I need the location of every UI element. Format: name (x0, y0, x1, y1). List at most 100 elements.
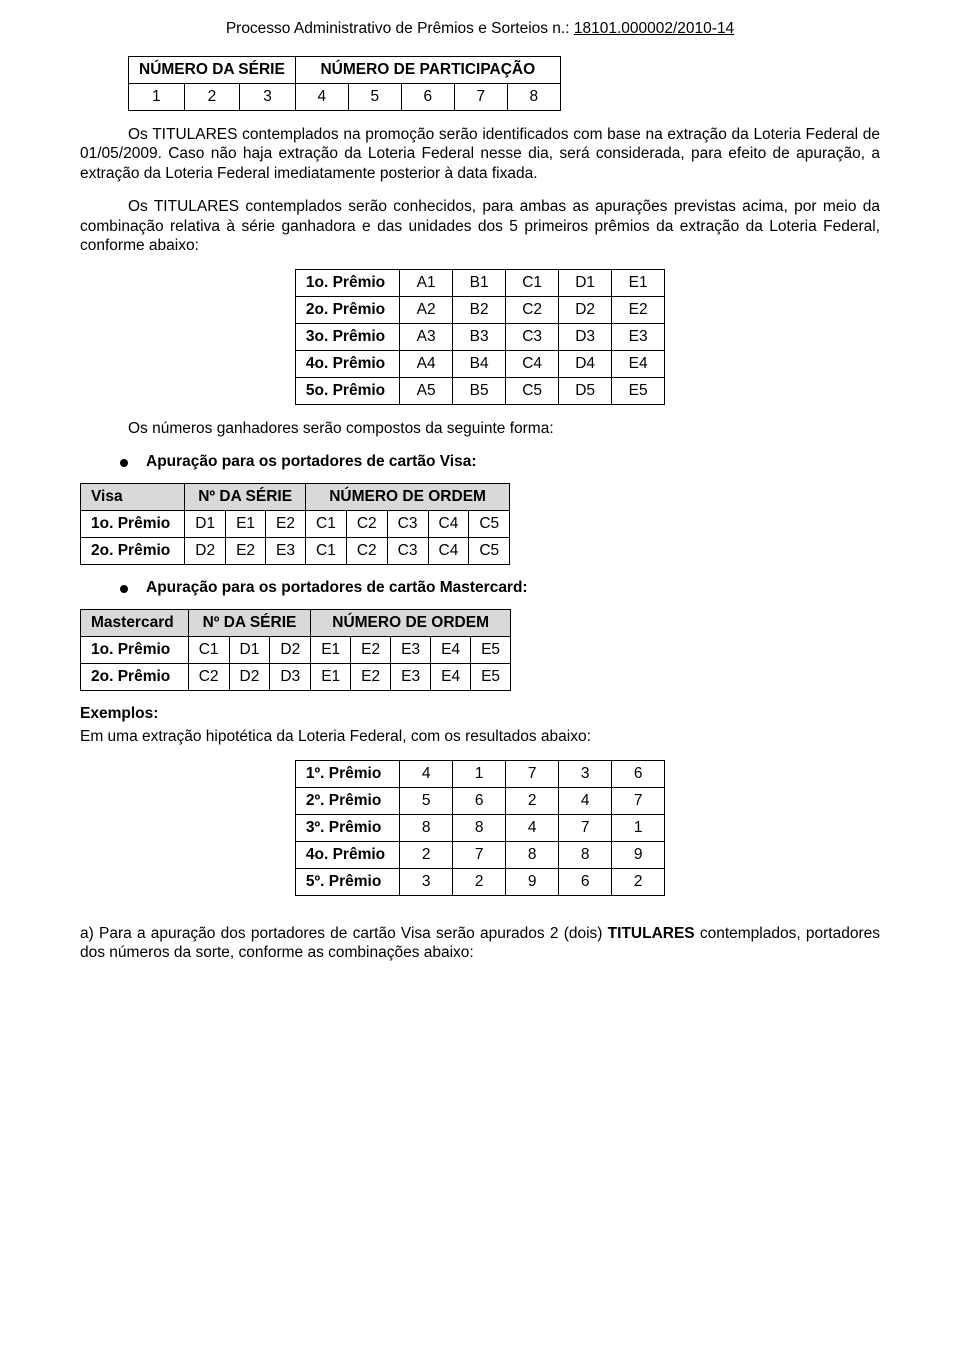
cell: E3 (612, 324, 665, 351)
cell: B2 (453, 297, 506, 324)
mc-header-ordem: NÚMERO DE ORDEM (311, 609, 511, 636)
table-row: 1º. Prêmio41736 (295, 761, 664, 788)
cell: E1 (226, 510, 266, 537)
cell: 6 (612, 761, 665, 788)
cell: 8 (507, 84, 560, 111)
table-row: 5º. Prêmio32962 (295, 869, 664, 896)
cell: C2 (346, 510, 387, 537)
cell: B4 (453, 351, 506, 378)
paragraph-3: Os números ganhadores serão compostos da… (80, 419, 880, 438)
cell: E2 (351, 663, 391, 690)
cell: D1 (559, 270, 612, 297)
cell: 2 (506, 788, 559, 815)
cell: 3 (559, 761, 612, 788)
cell: 4 (400, 761, 453, 788)
serie-participacao-table: NÚMERO DA SÉRIE NÚMERO DE PARTICIPAÇÃO 1… (128, 56, 561, 111)
row-label: 2o. Prêmio (81, 537, 185, 564)
cell: 4 (559, 788, 612, 815)
cell: C4 (506, 351, 559, 378)
row-label: 4o. Prêmio (295, 351, 399, 378)
exemplos-line: Em uma extração hipotética da Loteria Fe… (80, 727, 880, 746)
bullet-mastercard-text: Apuração para os portadores de cartão Ma… (146, 579, 528, 597)
mastercard-table: Mastercard Nº DA SÉRIE NÚMERO DE ORDEM 1… (80, 609, 511, 691)
mc-header-serie: Nº DA SÉRIE (188, 609, 310, 636)
table-header-row: NÚMERO DA SÉRIE NÚMERO DE PARTICIPAÇÃO (129, 57, 561, 84)
bullet-mastercard: Apuração para os portadores de cartão Ma… (120, 579, 880, 597)
cell: E1 (612, 270, 665, 297)
row-label: 5º. Prêmio (295, 869, 399, 896)
row-label: 2º. Prêmio (295, 788, 399, 815)
cell: C4 (428, 537, 469, 564)
process-header: Processo Administrativo de Prêmios e Sor… (80, 20, 880, 38)
cell: E2 (266, 510, 306, 537)
cell: D5 (559, 378, 612, 405)
visa-header-ordem: NÚMERO DE ORDEM (306, 483, 510, 510)
cell: C1 (506, 270, 559, 297)
cell: C3 (387, 537, 428, 564)
cell: 7 (559, 815, 612, 842)
visa-header-serie: Nº DA SÉRIE (185, 483, 306, 510)
cell: C5 (469, 537, 510, 564)
cell: 7 (454, 84, 507, 111)
row-label: 1o. Prêmio (295, 270, 399, 297)
cell: A5 (400, 378, 453, 405)
cell: D3 (270, 663, 311, 690)
row-label: 3o. Prêmio (295, 324, 399, 351)
cell: 7 (612, 788, 665, 815)
row-label: 1o. Prêmio (81, 636, 189, 663)
table-row: 5o. PrêmioA5B5C5D5E5 (295, 378, 664, 405)
cell: E4 (431, 636, 471, 663)
cell: E5 (471, 636, 511, 663)
cell: A1 (400, 270, 453, 297)
table-header-row: Mastercard Nº DA SÉRIE NÚMERO DE ORDEM (81, 609, 511, 636)
row-label: 2o. Prêmio (81, 663, 189, 690)
table-row: 1o. PrêmioA1B1C1D1E1 (295, 270, 664, 297)
cell: 1 (612, 815, 665, 842)
paragraph-1: Os TITULARES contemplados na promoção se… (80, 125, 880, 183)
cell: C5 (469, 510, 510, 537)
bullet-visa: Apuração para os portadores de cartão Vi… (120, 453, 880, 471)
cell: 9 (612, 842, 665, 869)
cell: C2 (346, 537, 387, 564)
cell: 4 (295, 84, 348, 111)
cell: C5 (506, 378, 559, 405)
cell: 4 (506, 815, 559, 842)
cell: 6 (559, 869, 612, 896)
exemplos-label: Exemplos: (80, 705, 880, 723)
cell: E2 (226, 537, 266, 564)
cell: D4 (559, 351, 612, 378)
cell: E5 (471, 663, 511, 690)
paragraph-a: a) Para a apuração dos portadores de car… (80, 924, 880, 963)
cell: E5 (612, 378, 665, 405)
cell: 5 (400, 788, 453, 815)
cell: B3 (453, 324, 506, 351)
cell: D3 (559, 324, 612, 351)
header-numero-participacao: NÚMERO DE PARTICIPAÇÃO (295, 57, 560, 84)
header-numero-serie: NÚMERO DA SÉRIE (129, 57, 296, 84)
cell: A2 (400, 297, 453, 324)
cell: C4 (428, 510, 469, 537)
row-label: 2o. Prêmio (295, 297, 399, 324)
cell: E1 (311, 636, 351, 663)
process-label: Processo Administrativo de Prêmios e Sor… (226, 20, 574, 37)
cell: A3 (400, 324, 453, 351)
row-label: 5o. Prêmio (295, 378, 399, 405)
cell: 7 (453, 842, 506, 869)
table-row: 1 2 3 4 5 6 7 8 (129, 84, 561, 111)
cell: E3 (266, 537, 306, 564)
bullet-icon (120, 585, 128, 593)
cell: 7 (506, 761, 559, 788)
cell: 1 (129, 84, 185, 111)
cell: D1 (229, 636, 270, 663)
cell: B1 (453, 270, 506, 297)
cell: 6 (453, 788, 506, 815)
cell: 8 (506, 842, 559, 869)
cell: 2 (612, 869, 665, 896)
cell: D2 (559, 297, 612, 324)
cell: E4 (612, 351, 665, 378)
cell: 3 (240, 84, 296, 111)
cell: A4 (400, 351, 453, 378)
cell: C1 (306, 537, 347, 564)
cell: 3 (400, 869, 453, 896)
cell: E2 (612, 297, 665, 324)
